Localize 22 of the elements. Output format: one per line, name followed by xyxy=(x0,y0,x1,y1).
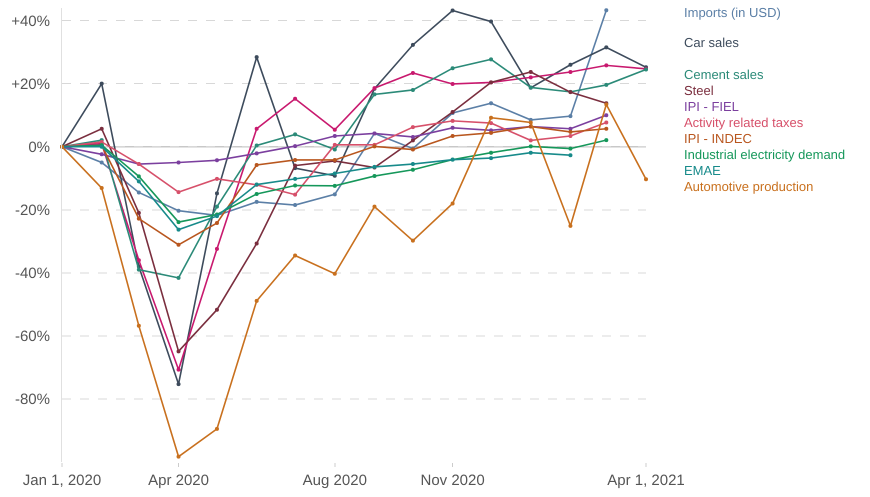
y-tick-label: -60% xyxy=(14,328,50,346)
y-tick-label: -20% xyxy=(14,202,50,220)
text: Imports (in USD) xyxy=(684,5,781,20)
text: IPI - INDEC xyxy=(684,131,752,146)
text: Steel xyxy=(684,83,714,98)
y-tick-label: +20% xyxy=(11,76,50,93)
x-tick-label: Nov 2020 xyxy=(420,472,485,489)
y-tick-label: -80% xyxy=(14,391,50,408)
y-tick-label: 0% xyxy=(28,138,50,156)
y-tick-label: +40% xyxy=(11,12,50,30)
text: Car sales xyxy=(684,35,740,50)
text: EMAE xyxy=(684,163,722,178)
text: Automotive production xyxy=(684,179,814,194)
text: Activity related taxes xyxy=(684,115,804,130)
x-tick-label: Jan 1, 2020 xyxy=(22,472,102,489)
x-tick-label: Aug 2020 xyxy=(302,472,367,489)
text: Industrial electricity demand xyxy=(684,147,846,162)
x-tick-label: Apr 1, 2021 xyxy=(607,472,685,489)
y-tick-label: -40% xyxy=(14,265,50,282)
text: Cement sales xyxy=(684,67,764,82)
x-tick-label: Apr 2020 xyxy=(148,472,209,489)
text: IPI - FIEL xyxy=(684,99,739,114)
